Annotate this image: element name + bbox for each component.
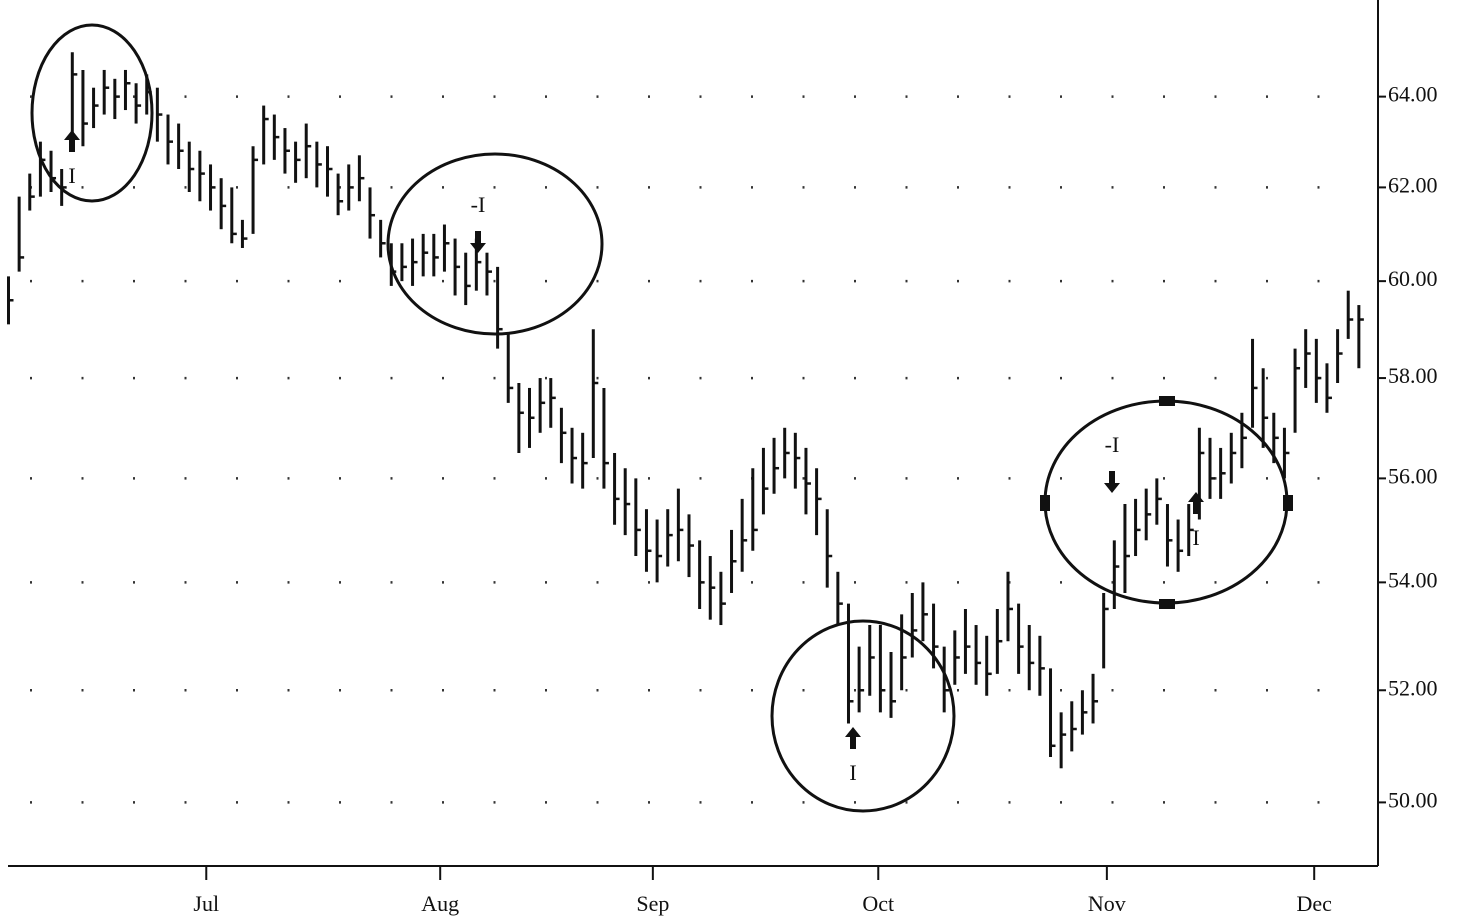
y-tick-label: 64.00 xyxy=(1388,82,1438,107)
annotation: -I xyxy=(1105,432,1120,457)
annotation: I xyxy=(68,163,75,188)
handles xyxy=(1040,396,1293,609)
handle xyxy=(1159,599,1175,609)
x-tick-label: Nov xyxy=(1088,891,1126,916)
circle xyxy=(770,619,956,813)
signal-arrow xyxy=(1104,471,1120,493)
annotation: I xyxy=(849,760,856,785)
y-tick-label: 56.00 xyxy=(1388,463,1438,488)
x-tick-label: Jul xyxy=(193,891,219,916)
y-tick-label: 50.00 xyxy=(1388,787,1438,812)
y-tick-label: 58.00 xyxy=(1388,363,1438,388)
y-tick-label: 62.00 xyxy=(1388,172,1438,197)
handle xyxy=(1040,495,1050,511)
x-tick-label: Dec xyxy=(1296,891,1332,916)
y-tick-label: 52.00 xyxy=(1388,675,1438,700)
x-tick-label: Aug xyxy=(421,891,459,916)
signal-arrow xyxy=(470,231,486,253)
x-tick-label: Sep xyxy=(636,891,669,916)
y-tick-label: 60.00 xyxy=(1388,266,1438,291)
annotation: I xyxy=(1192,525,1199,550)
signal-arrow xyxy=(64,130,80,152)
handle xyxy=(1283,495,1293,511)
circle xyxy=(1043,399,1289,605)
signal-arrow xyxy=(845,727,861,749)
highlight-circles xyxy=(30,23,1289,813)
annotation: -I xyxy=(471,192,486,217)
handle xyxy=(1159,396,1175,406)
x-tick-label: Oct xyxy=(862,891,894,916)
circle xyxy=(30,23,154,203)
signal-arrow xyxy=(1188,492,1204,514)
y-tick-label: 54.00 xyxy=(1388,567,1438,592)
circle xyxy=(386,152,604,336)
